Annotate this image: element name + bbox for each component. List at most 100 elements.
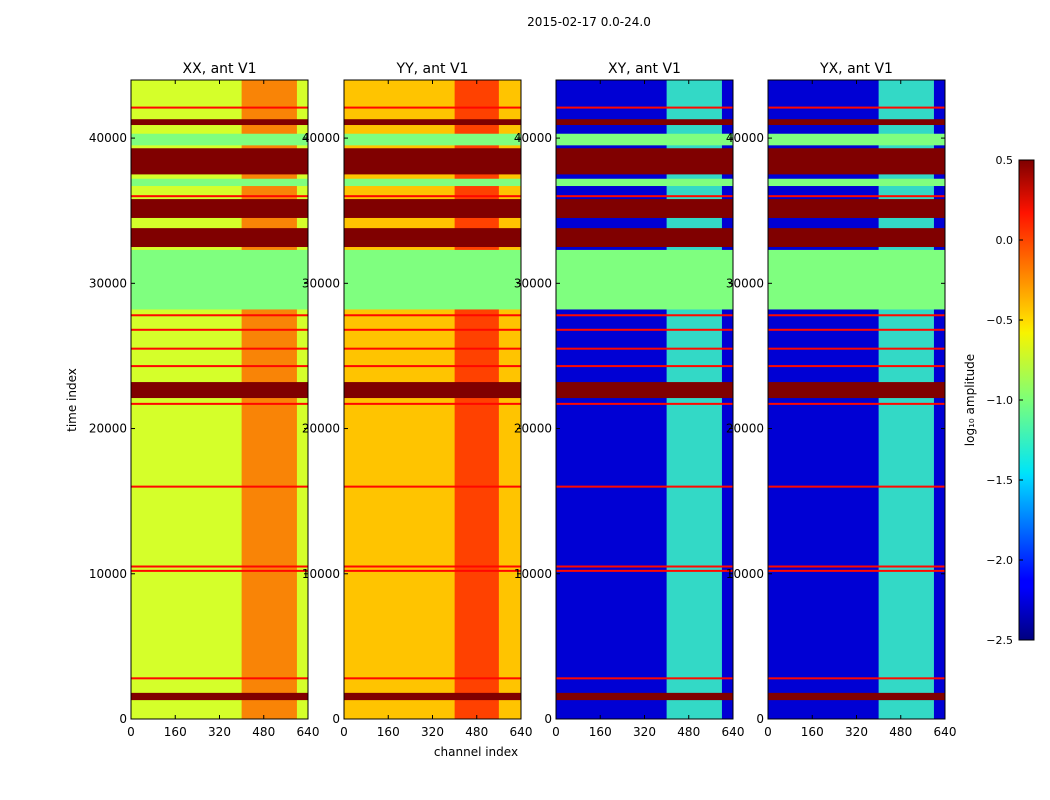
- flagged-rows: [556, 133, 733, 146]
- panel-1: YY, ant V1 0 160 320 480 640 0 10000 20000 30000 4…: [302, 61, 533, 739]
- colorbar-tick-label: −2.5: [986, 634, 1013, 647]
- colorbar-label: log₁₀ amplitude: [963, 354, 977, 446]
- y-tick-label: 40000: [726, 131, 764, 145]
- hot-row: [131, 347, 308, 350]
- hot-row: [344, 347, 521, 350]
- hot-row: [556, 328, 733, 331]
- saturated-rows: [344, 692, 521, 701]
- saturated-rows: [344, 382, 521, 399]
- x-tick-label: 640: [722, 725, 745, 739]
- saturated-rows: [556, 199, 733, 218]
- hot-row: [131, 328, 308, 331]
- x-tick-label: 320: [208, 725, 231, 739]
- hot-row: [344, 328, 521, 331]
- saturated-rows: [131, 199, 308, 218]
- colorbar-tick-label: −1.0: [986, 394, 1013, 407]
- colorbar-tick-label: 0.5: [996, 154, 1014, 167]
- hot-row: [768, 365, 945, 368]
- saturated-rows: [131, 148, 308, 175]
- hot-row: [131, 485, 308, 488]
- hot-row: [556, 314, 733, 317]
- y-tick-label: 10000: [726, 567, 764, 581]
- saturated-rows: [556, 148, 733, 175]
- hot-row: [556, 677, 733, 680]
- saturated-rows: [344, 199, 521, 218]
- colorbar-tick-label: 0.0: [996, 234, 1014, 247]
- y-tick-label: 20000: [302, 422, 340, 436]
- flagged-rows: [768, 133, 945, 146]
- saturated-rows: [344, 228, 521, 248]
- heatmap-channel-band: [666, 80, 722, 719]
- y-tick-label: 30000: [89, 276, 127, 290]
- flagged-rows: [556, 249, 733, 310]
- hot-row: [131, 314, 308, 317]
- y-tick-label: 20000: [514, 422, 552, 436]
- flagged-rows: [131, 249, 308, 310]
- x-tick-label: 480: [677, 725, 700, 739]
- figure-suptitle: 2015-02-17 0.0-24.0: [527, 15, 651, 29]
- saturated-rows: [131, 119, 308, 126]
- hot-row: [768, 485, 945, 488]
- saturated-rows: [768, 228, 945, 248]
- saturated-rows: [768, 148, 945, 175]
- x-tick-label: 0: [552, 725, 560, 739]
- hot-row: [131, 677, 308, 680]
- y-tick-label: 20000: [726, 422, 764, 436]
- x-tick-label: 640: [297, 725, 320, 739]
- heatmap-channel-band: [454, 80, 499, 719]
- x-tick-label: 0: [764, 725, 772, 739]
- hot-row: [344, 677, 521, 680]
- hot-row: [768, 195, 945, 198]
- x-tick-label: 160: [589, 725, 612, 739]
- y-tick-label: 20000: [89, 422, 127, 436]
- hot-row: [131, 569, 308, 572]
- hot-row: [131, 402, 308, 405]
- y-tick-label: 40000: [89, 131, 127, 145]
- saturated-rows: [768, 119, 945, 126]
- panel-title: YX, ant V1: [819, 61, 893, 77]
- x-tick-label: 320: [845, 725, 868, 739]
- hot-row: [131, 365, 308, 368]
- flagged-rows: [344, 178, 521, 187]
- flagged-rows: [556, 178, 733, 187]
- hot-row: [344, 485, 521, 488]
- y-tick-label: 30000: [302, 276, 340, 290]
- hot-row: [768, 106, 945, 109]
- y-tick-label: 40000: [514, 131, 552, 145]
- x-tick-label: 0: [127, 725, 135, 739]
- heatmap-channel-band: [241, 80, 297, 719]
- saturated-rows: [768, 199, 945, 218]
- flagged-rows: [768, 178, 945, 187]
- flagged-rows: [344, 133, 521, 146]
- flagged-rows: [131, 178, 308, 187]
- y-tick-label: 0: [119, 712, 127, 726]
- panel-title: YY, ant V1: [396, 61, 469, 77]
- y-tick-label: 30000: [726, 276, 764, 290]
- x-tick-label: 480: [465, 725, 488, 739]
- panel-title: XX, ant V1: [183, 61, 257, 77]
- panel-2: XY, ant V1 0 160 320 480 640 0 10000 20000 30000 4…: [514, 61, 745, 739]
- colorbar-tick-label: −2.0: [986, 554, 1013, 567]
- hot-row: [556, 195, 733, 198]
- x-tick-label: 480: [889, 725, 912, 739]
- saturated-rows: [131, 692, 308, 701]
- hot-row: [131, 106, 308, 109]
- saturated-rows: [131, 228, 308, 248]
- hot-row: [556, 402, 733, 405]
- x-tick-label: 160: [164, 725, 187, 739]
- hot-row: [344, 195, 521, 198]
- hot-row: [768, 569, 945, 572]
- y-tick-label: 0: [332, 712, 340, 726]
- x-tick-label: 0: [340, 725, 348, 739]
- panel-title: XY, ant V1: [608, 61, 681, 77]
- colorbar-tick-label: −0.5: [986, 314, 1013, 327]
- hot-row: [768, 314, 945, 317]
- saturated-rows: [344, 148, 521, 175]
- y-tick-label: 10000: [89, 567, 127, 581]
- saturated-rows: [768, 382, 945, 399]
- saturated-rows: [556, 228, 733, 248]
- x-tick-label: 320: [633, 725, 656, 739]
- saturated-rows: [556, 692, 733, 701]
- y-axis-label: time index: [65, 368, 79, 432]
- heatmap-channel-band: [878, 80, 934, 719]
